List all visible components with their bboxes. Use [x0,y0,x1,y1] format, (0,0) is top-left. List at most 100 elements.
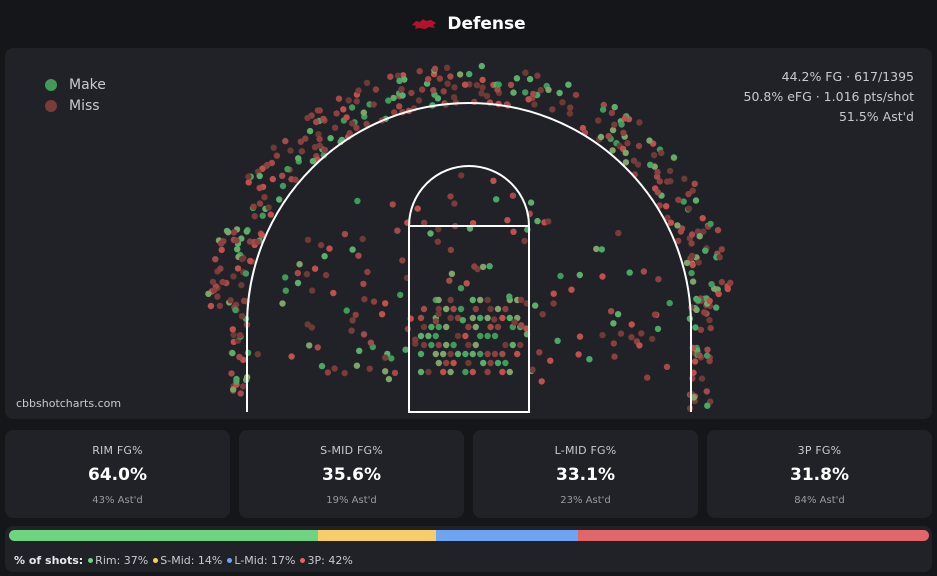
shot-miss-dot [420,305,428,313]
shot-make-dot [396,77,403,85]
shot-make-dot [306,342,313,349]
shot-miss-dot [331,365,338,372]
shot-miss-dot [265,204,272,211]
shot-miss-dot [559,99,566,106]
shot-make-dot [443,341,450,349]
shot-miss-dot [610,340,617,347]
shot-miss-dot [667,219,675,226]
shot-miss-dot [251,213,258,220]
shot-make-dot [435,359,442,367]
shot-miss-dot [370,298,378,305]
shot-miss-dot [416,68,423,75]
shot-miss-dot [282,137,289,145]
shot-make-dot [526,75,534,83]
shot-miss-dot [391,109,398,116]
distribution-label-long-mid: L-Mid: 17% [234,554,296,567]
zone-stat-cards: RIM FG% 64.0% 43% Ast'd S-MID FG% 35.6% … [5,430,932,518]
shot-miss-dot [699,215,706,222]
shot-make-dot [348,104,356,111]
shot-make-dot [294,279,302,287]
shot-miss-dot [247,257,254,265]
shot-miss-dot [304,114,311,122]
shot-miss-dot [494,86,501,93]
shot-miss-dot [353,124,360,131]
shot-miss-dot [568,286,575,293]
shot-miss-dot [322,271,330,279]
shot-make-dot [597,133,605,141]
shot-make-dot [690,394,697,401]
shot-miss-dot [408,89,415,97]
shot-make-dot [230,386,237,393]
shot-miss-dot [359,235,366,243]
shot-miss-dot [316,135,323,143]
shot-miss-dot [529,366,536,373]
legend-miss-label: Miss [69,97,100,114]
shot-miss-dot [479,76,486,84]
shot-miss-dot [499,314,506,322]
chart-legend: Make Miss [45,74,106,116]
card-three-point-assisted: 84% Ast'd [794,495,845,506]
shot-make-dot [321,253,328,260]
shot-make-dot [626,269,633,276]
shot-make-dot [295,155,302,162]
shot-miss-dot [509,192,517,199]
shot-make-dot [666,299,673,307]
shot-miss-dot [436,75,444,82]
shot-make-dot [493,196,500,203]
shot-miss-dot [727,279,734,286]
shot-make-dot [707,220,714,228]
shot-make-dot [647,161,654,168]
shot-make-dot [478,62,485,70]
shot-make-dot [509,341,516,349]
shot-make-dot [696,233,703,240]
shot-miss-dot [446,277,453,284]
shot-make-dot [229,349,236,357]
shot-miss-dot [572,91,580,99]
shot-make-dot [484,332,491,340]
shot-chart [205,62,734,413]
shot-make-dot [622,159,630,166]
shot-miss-dot [649,335,656,343]
shot-miss-dot [324,369,332,376]
shot-miss-dot [311,144,319,151]
shot-make-dot [276,196,283,203]
shot-make-dot [506,368,513,376]
shot-miss-dot [443,64,451,71]
shot-miss-dot [269,175,276,183]
free-throw-circle [408,165,530,227]
shot-miss-dot [706,297,713,305]
summary-fg: 44.2% FG · 617/1395 [781,69,914,84]
distribution-item-three-point: 3P: 42% [300,554,353,567]
shot-make-dot [232,306,239,314]
shot-miss-dot [240,383,247,390]
shot-make-dot [702,247,709,254]
shot-miss-dot [715,290,722,298]
shot-miss-dot [270,144,277,151]
shot-miss-dot [608,109,616,117]
shot-miss-dot [320,115,327,123]
shot-make-dot [457,285,465,292]
distribution-bar [9,530,929,541]
shot-miss-dot [414,205,421,212]
shot-make-dot [599,106,607,113]
shot-make-dot [279,300,286,307]
shot-make-dot [309,158,317,165]
shot-miss-dot [256,200,264,207]
shot-make-dot [448,270,456,277]
shot-miss-dot [254,238,261,246]
shot-miss-dot [706,316,713,324]
shot-miss-dot [431,65,439,72]
shot-miss-dot [499,368,506,376]
shot-make-dot [469,350,476,358]
shot-make-dot [586,356,593,363]
shot-make-dot [477,350,484,358]
shot-miss-dot [435,226,442,233]
shot-distribution: % of shots: Rim: 37% S-Mid: 14% L-Mid: 1… [5,526,932,572]
shot-miss-dot [443,359,450,367]
shot-miss-dot [250,203,257,210]
shot-make-dot [683,259,691,267]
shot-miss-dot [435,341,442,349]
shot-make-dot [611,103,618,111]
shot-miss-dot [688,231,696,238]
distribution-label-short-mid: S-Mid: 14% [160,554,223,567]
